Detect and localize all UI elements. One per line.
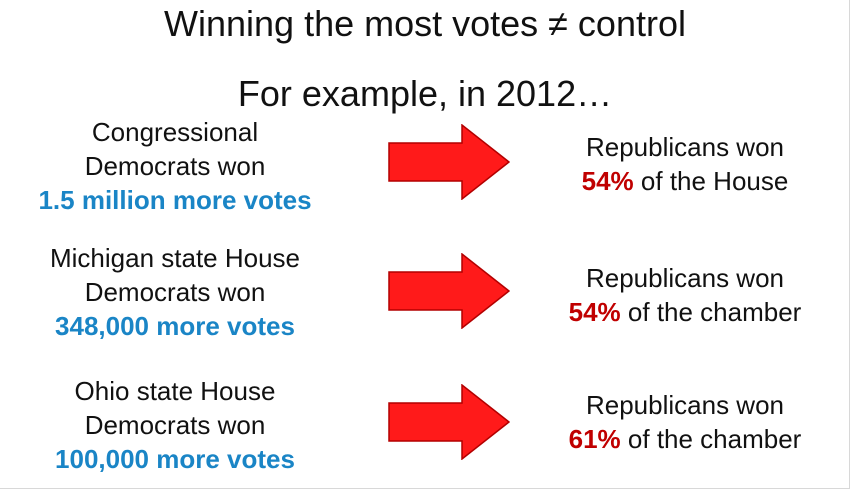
slide-subtitle: For example, in 2012… bbox=[237, 73, 613, 114]
republican-seat-percent: 61% bbox=[568, 424, 621, 454]
right-arrow-icon bbox=[388, 384, 510, 460]
republican-label-line1: Republicans won bbox=[585, 132, 784, 162]
republican-result: Republicans won 61% of the chamber bbox=[520, 388, 850, 456]
democrat-vote-margin: 1.5 million more votes bbox=[38, 185, 312, 215]
republican-seat-percent: 54% bbox=[568, 297, 621, 327]
right-arrow-icon bbox=[388, 253, 510, 329]
republican-seat-percent: 54% bbox=[581, 166, 634, 196]
republican-share-line: 54% of the House bbox=[520, 164, 850, 198]
slide-title: Winning the most votes ≠ control bbox=[164, 3, 686, 44]
republican-share-line: 54% of the chamber bbox=[520, 295, 850, 329]
republican-result: Republicans won 54% of the House bbox=[520, 130, 850, 198]
republican-label-line1: Republicans won bbox=[585, 390, 784, 420]
republican-result: Republicans won 54% of the chamber bbox=[520, 261, 850, 329]
republican-label-line1: Republicans won bbox=[585, 263, 784, 293]
democrat-label-line1: Congressional bbox=[91, 117, 259, 147]
democrat-result: Michigan state House Democrats won 348,0… bbox=[0, 241, 350, 343]
democrat-label-line2: Democrats won bbox=[84, 151, 266, 181]
democrat-result: Ohio state House Democrats won 100,000 m… bbox=[0, 374, 350, 476]
right-arrow-icon bbox=[388, 124, 510, 200]
democrat-label-line1: Michigan state House bbox=[49, 243, 301, 273]
republican-body-label: of the chamber bbox=[620, 424, 802, 454]
republican-body-label: of the House bbox=[633, 166, 789, 196]
democrat-vote-margin: 100,000 more votes bbox=[55, 444, 295, 474]
republican-share-line: 61% of the chamber bbox=[520, 422, 850, 456]
democrat-label-line2: Democrats won bbox=[84, 410, 266, 440]
democrat-result: Congressional Democrats won 1.5 million … bbox=[0, 115, 350, 217]
democrat-vote-margin: 348,000 more votes bbox=[55, 311, 295, 341]
democrat-label-line1: Ohio state House bbox=[74, 376, 276, 406]
democrat-label-line2: Democrats won bbox=[84, 277, 266, 307]
republican-body-label: of the chamber bbox=[620, 297, 802, 327]
